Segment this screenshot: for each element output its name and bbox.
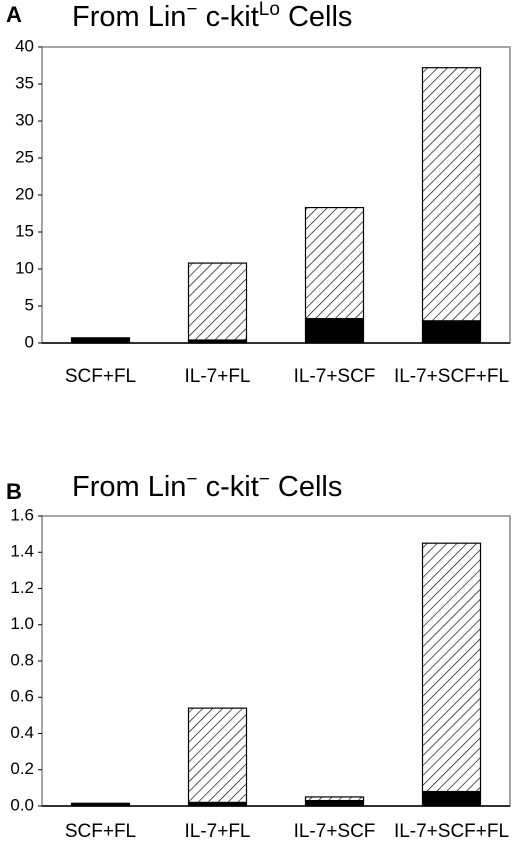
bar-segment <box>421 790 482 807</box>
title-part: Cells <box>280 1 353 33</box>
panel-label: B <box>6 479 22 504</box>
y-tick-label: 1.2 <box>10 578 34 597</box>
y-tick-label: 35 <box>15 73 34 92</box>
y-tick-label: 0 <box>25 332 34 351</box>
panel-label: A <box>6 2 22 27</box>
chart-title: From Lin− c-kitLo Cells <box>72 0 352 33</box>
x-tick-label: SCF+FL <box>65 821 136 842</box>
bar-segment <box>70 337 131 344</box>
title-part: − <box>186 0 197 20</box>
y-tick-label: 0.4 <box>10 723 34 742</box>
y-tick-label: 30 <box>15 110 34 129</box>
y-tick-label: 20 <box>15 184 34 203</box>
y-tick-label: 25 <box>15 147 34 166</box>
y-tick-label: 0.0 <box>10 795 34 814</box>
y-tick-label: 0.6 <box>10 687 34 706</box>
x-tick-label: IL-7+FL <box>184 366 250 387</box>
bar-segment <box>187 262 248 341</box>
y-tick-label: 5 <box>25 295 34 314</box>
title-part: c-kit <box>198 471 259 503</box>
y-tick-label: 1.6 <box>10 505 34 524</box>
y-tick-label: 1.4 <box>10 542 34 561</box>
bar-segment <box>421 542 482 793</box>
x-tick-label: IL-7+SCF <box>294 821 376 842</box>
x-tick-label: IL-7+FL <box>184 821 250 842</box>
title-part: Cells <box>270 471 343 503</box>
y-tick-label: 0.8 <box>10 650 34 669</box>
bar-segment <box>304 799 365 807</box>
title-part: From Lin <box>72 471 186 503</box>
title-part: Lo <box>259 0 280 20</box>
bar-segment <box>187 707 248 803</box>
title-part: − <box>259 469 270 490</box>
bar-segment <box>304 206 365 320</box>
x-tick-label: IL-7+SCF+FL <box>394 821 509 842</box>
title-part: − <box>186 469 197 490</box>
x-tick-label: IL-7+SCF <box>294 366 376 387</box>
y-tick-label: 40 <box>15 36 34 55</box>
chart-title: From Lin− c-kit− Cells <box>72 469 342 502</box>
bar-segment <box>304 317 365 344</box>
bar-segment <box>421 320 482 344</box>
y-tick-label: 15 <box>15 221 34 240</box>
y-tick-label: 10 <box>15 258 34 277</box>
y-tick-label: 0.2 <box>10 759 34 778</box>
title-part: From Lin <box>72 1 186 33</box>
bar-segment <box>421 67 482 322</box>
title-part: c-kit <box>198 1 259 33</box>
y-tick-label: 1.0 <box>10 614 34 633</box>
x-tick-label: IL-7+SCF+FL <box>394 366 509 387</box>
x-tick-label: SCF+FL <box>65 366 136 387</box>
bar-segment <box>304 796 365 802</box>
